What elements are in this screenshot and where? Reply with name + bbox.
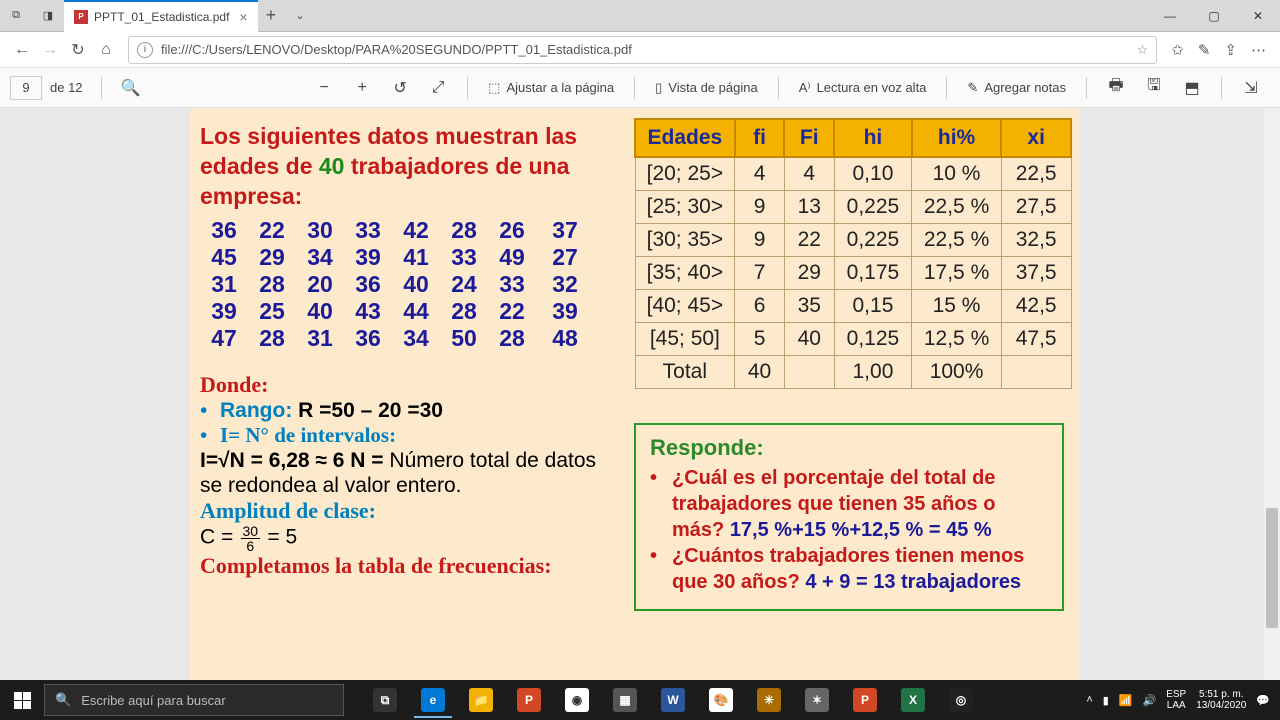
formula-i: I=√N = 6,28 ≈ 6 N = Número total de dato… (200, 448, 620, 498)
search-icon: 🔍 (55, 692, 71, 708)
zoom-in-button[interactable]: + (349, 79, 375, 97)
donde-label: Donde: (200, 372, 620, 398)
active-tab[interactable]: P PPTT_01_Estadistica.pdf × (64, 0, 258, 32)
save-icon[interactable]: 🖫 (1141, 74, 1167, 101)
taskbar-app-excel[interactable]: X (892, 680, 934, 720)
page-number-input[interactable]: 9 (10, 76, 42, 100)
chevron-down-icon[interactable]: ⌄ (288, 4, 312, 28)
scrollbar[interactable] (1264, 108, 1280, 680)
expand-icon[interactable]: ⤢ (425, 79, 451, 97)
star-icon[interactable]: ☆ (1137, 42, 1149, 58)
search-placeholder: Escribe aquí para buscar (81, 693, 226, 708)
taskbar-app-powerpoint[interactable]: P (508, 680, 550, 720)
taskbar-app-app1[interactable]: ✳ (748, 680, 790, 720)
taskbar-app-obs[interactable]: ◎ (940, 680, 982, 720)
volume-icon[interactable]: 🔊 (1143, 694, 1157, 707)
fit-page-button[interactable]: ⬚Ajustar a la página (488, 80, 614, 96)
taskbar-app-word[interactable]: W (652, 680, 694, 720)
wifi-icon[interactable]: 📶 (1119, 694, 1133, 707)
battery-icon[interactable]: ▮ (1103, 694, 1109, 707)
pin-icon[interactable]: ⇲ (1238, 78, 1264, 98)
page-view-button[interactable]: ▯Vista de página (655, 80, 758, 96)
responde-header: Responde: (650, 435, 1048, 461)
share-icon[interactable]: ⇪ (1224, 41, 1237, 59)
url-text: file:///C:/Users/LENOVO/Desktop/PARA%20S… (161, 42, 632, 57)
more-icon[interactable]: ⋯ (1251, 41, 1266, 59)
formula-c: C = 306 = 5 (200, 524, 620, 553)
clock[interactable]: 5:51 p. m.13/04/2020 (1196, 689, 1246, 711)
taskbar-app-ppt2[interactable]: P (844, 680, 886, 720)
pdf-toolbar: 9 de 12 🔍 − + ↺ ⤢ ⬚Ajustar a la página ▯… (0, 68, 1280, 108)
url-input[interactable]: i file:///C:/Users/LENOVO/Desktop/PARA%2… (128, 36, 1157, 64)
intervalos-line: I= N° de intervalos: (200, 423, 620, 448)
responde-box: Responde: ¿Cuál es el porcentaje del tot… (634, 423, 1064, 611)
amplitud-label: Amplitud de clase: (200, 498, 620, 524)
titlebar: ⧉ ◨ P PPTT_01_Estadistica.pdf × + ⌄ — ▢ … (0, 0, 1280, 32)
taskbar: 🔍 Escribe aquí para buscar ⧉e📁P◉▦W🎨✳✶PX◎… (0, 680, 1280, 720)
rango-line: Rango: R =50 – 20 =30 (200, 398, 620, 423)
data-grid: 3622303342282637452934394133492731282036… (200, 217, 620, 352)
tab-close-icon[interactable]: × (239, 9, 247, 25)
taskbar-app-explorer[interactable]: 📁 (460, 680, 502, 720)
home-button[interactable]: ⌂ (92, 36, 120, 64)
search-icon[interactable]: 🔍 (118, 78, 144, 98)
minimize-button[interactable]: — (1148, 0, 1192, 32)
question-2: ¿Cuántos trabajadores tienen menos que 3… (650, 543, 1048, 595)
frequency-table: EdadesfiFihihi%xi[20; 25>440,1010 %22,5[… (634, 118, 1072, 389)
cast-icon[interactable]: ⬒ (1179, 78, 1205, 98)
info-icon[interactable]: i (137, 42, 153, 58)
notes-icon[interactable]: ✎ (1198, 41, 1211, 59)
tab-title: PPTT_01_Estadistica.pdf (94, 10, 229, 24)
maximize-button[interactable]: ▢ (1192, 0, 1236, 32)
print-icon[interactable]: 🖶 (1103, 74, 1129, 101)
pdf-viewport: Los siguientes datos muestran las edades… (0, 108, 1280, 680)
forward-button[interactable]: → (36, 36, 64, 64)
address-bar: ← → ↻ ⌂ i file:///C:/Users/LENOVO/Deskto… (0, 32, 1280, 68)
language-indicator[interactable]: ESPLAA (1166, 689, 1186, 711)
new-tab-button[interactable]: + (266, 5, 277, 26)
add-notes-button[interactable]: ✎Agregar notas (967, 80, 1066, 96)
taskbar-app-edge[interactable]: e (412, 680, 454, 720)
zoom-out-button[interactable]: − (311, 79, 337, 97)
completamos-label: Completamos la tabla de frecuencias: (200, 553, 620, 579)
notifications-icon[interactable]: 💬 (1256, 694, 1270, 707)
taskbar-app-chrome[interactable]: ◉ (556, 680, 598, 720)
problem-title: Los siguientes datos muestran las edades… (200, 122, 620, 211)
tab-prev-icon[interactable]: ⧉ (4, 4, 28, 28)
taskbar-apps: ⧉e📁P◉▦W🎨✳✶PX◎ (364, 680, 982, 720)
tray-chevron-icon[interactable]: ˄ (1086, 694, 1092, 706)
rotate-icon[interactable]: ↺ (387, 78, 413, 98)
start-button[interactable] (0, 680, 44, 720)
pdf-icon: P (74, 10, 88, 24)
question-1: ¿Cuál es el porcentaje del total de trab… (650, 465, 1048, 543)
close-button[interactable]: ✕ (1236, 0, 1280, 32)
refresh-button[interactable]: ↻ (64, 36, 92, 64)
back-button[interactable]: ← (8, 36, 36, 64)
system-tray[interactable]: ˄ ▮ 📶 🔊 ESPLAA 5:51 p. m.13/04/2020 💬 (1076, 689, 1280, 711)
taskbar-app-task-view[interactable]: ⧉ (364, 680, 406, 720)
pdf-page: Los siguientes datos muestran las edades… (190, 108, 1080, 680)
taskbar-app-paint[interactable]: 🎨 (700, 680, 742, 720)
taskbar-app-app2[interactable]: ✶ (796, 680, 838, 720)
favorites-icon[interactable]: ✩ (1171, 41, 1184, 59)
tab-side-icon[interactable]: ◨ (36, 4, 60, 28)
page-total: de 12 (50, 80, 83, 95)
read-aloud-button[interactable]: A⁾Lectura en voz alta (799, 80, 927, 96)
taskbar-app-calc[interactable]: ▦ (604, 680, 646, 720)
taskbar-search[interactable]: 🔍 Escribe aquí para buscar (44, 684, 344, 716)
scrollbar-thumb[interactable] (1266, 508, 1278, 628)
